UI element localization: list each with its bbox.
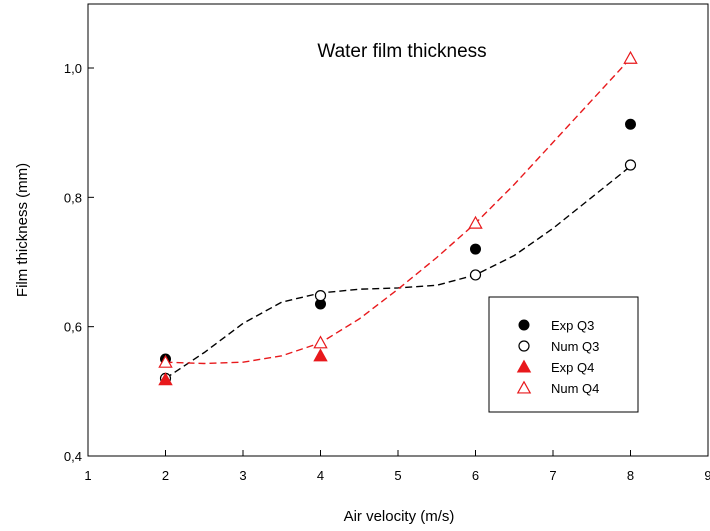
legend-label-num-q4: Num Q4 [551, 381, 599, 396]
x-tick-label: 5 [394, 468, 401, 483]
x-axis: 1 2 3 4 5 6 7 8 9 [84, 450, 710, 483]
point-exp-q4 [313, 348, 328, 362]
legend: Exp Q3 Num Q3 Exp Q4 Num Q4 [488, 296, 639, 413]
legend-label-exp-q3: Exp Q3 [551, 318, 594, 333]
legend-box [488, 296, 639, 413]
legend-marker-exp-q3 [518, 319, 530, 331]
point-num-q3 [469, 269, 482, 281]
legend-marker-exp-q4 [516, 359, 532, 373]
x-tick-label: 8 [627, 468, 634, 483]
y-tick-label: 0,4 [64, 449, 82, 464]
point-num-q3 [624, 159, 637, 171]
y-tick-label: 1,0 [64, 61, 82, 76]
fit-line-2 [165, 57, 632, 365]
data-points [158, 50, 638, 386]
point-num-q4 [623, 50, 638, 64]
legend-marker-num-q3 [518, 340, 530, 352]
y-axis-label: Film thickness (mm) [14, 163, 31, 297]
point-exp-q4 [158, 372, 173, 386]
y-axis: 0,4 0,6 0,8 1,0 [64, 61, 94, 464]
y-tick-label: 0,6 [64, 320, 82, 335]
x-tick-label: 4 [317, 468, 324, 483]
fit-line-1 [165, 165, 631, 379]
x-tick-label: 6 [472, 468, 479, 483]
point-exp-q3 [470, 243, 481, 255]
x-tick-label: 9 [704, 468, 710, 483]
legend-label-exp-q4: Exp Q4 [551, 360, 594, 375]
point-num-q4 [158, 354, 173, 368]
legend-label-num-q3: Num Q3 [551, 339, 599, 354]
chart-title: Water film thickness [317, 41, 486, 62]
x-axis-label: Air velocity (m/s) [344, 508, 455, 525]
x-tick-label: 2 [162, 468, 169, 483]
x-tick-label: 1 [84, 468, 91, 483]
point-exp-q3 [625, 118, 636, 130]
fit-lines [165, 57, 632, 379]
point-num-q3 [314, 290, 327, 302]
point-num-q4 [468, 215, 483, 229]
x-tick-label: 7 [549, 468, 556, 483]
y-tick-label: 0,8 [64, 190, 82, 205]
legend-marker-num-q4 [516, 380, 532, 394]
point-num-q4 [313, 335, 328, 349]
legend-items: Exp Q3 Num Q3 Exp Q4 Num Q4 [516, 318, 599, 396]
x-tick-label: 3 [239, 468, 246, 483]
